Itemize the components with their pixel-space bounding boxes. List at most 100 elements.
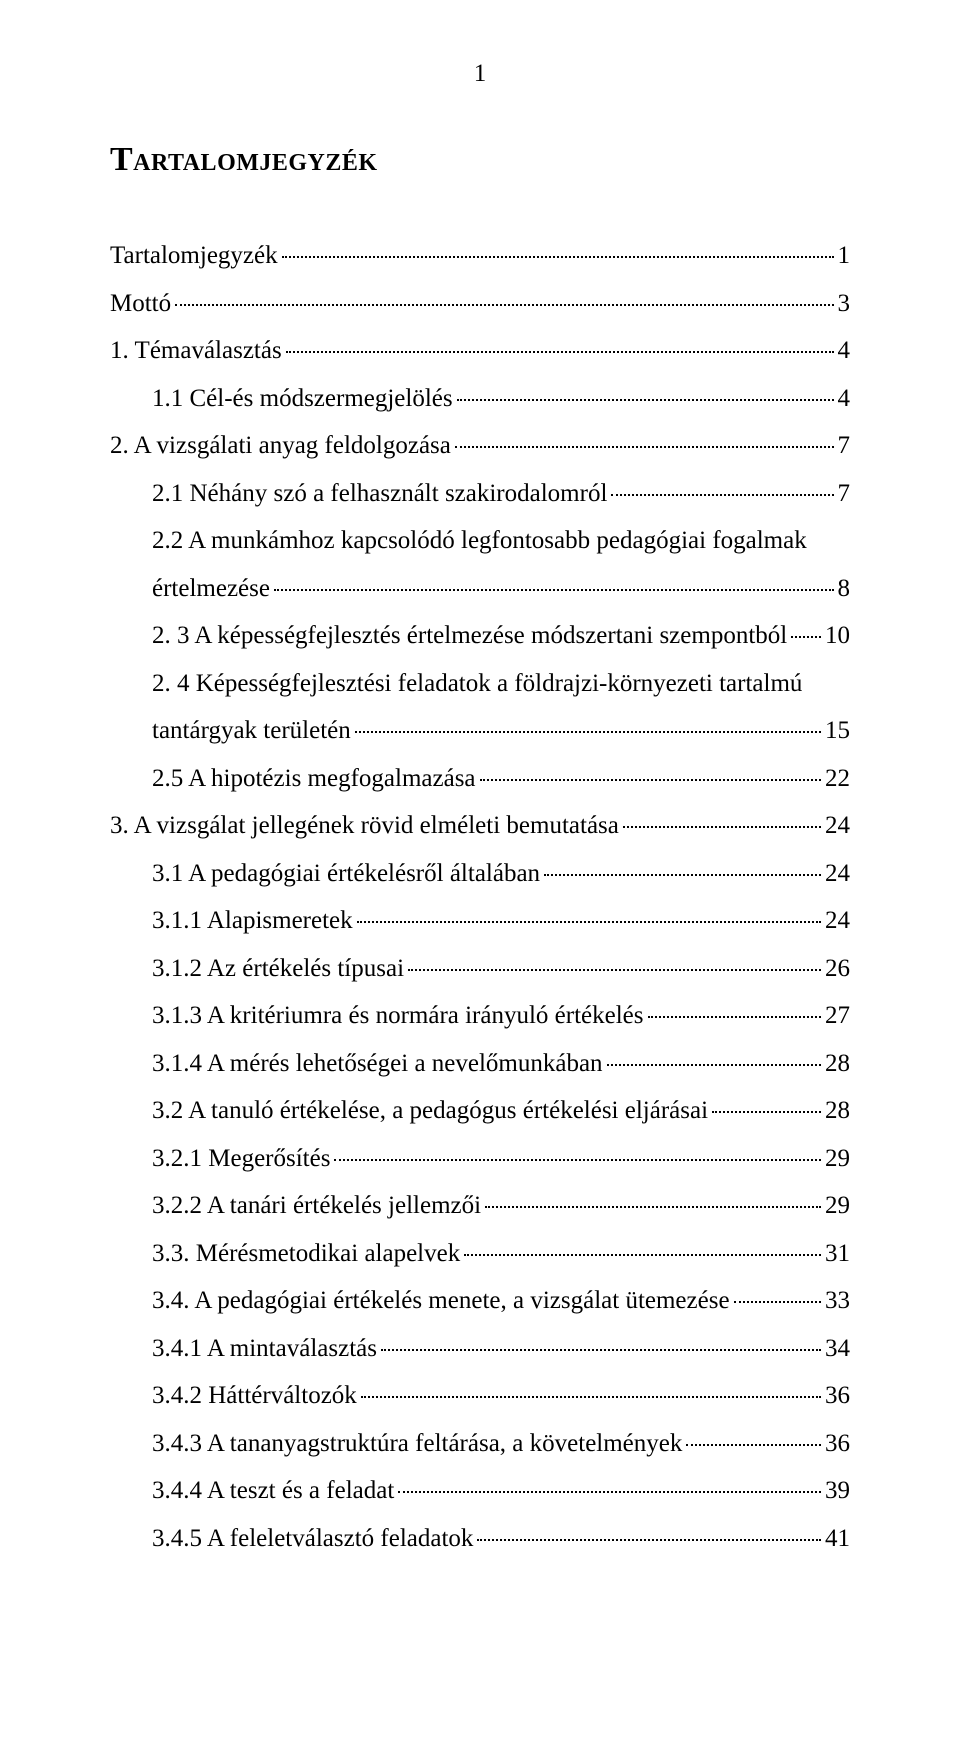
toc-dot-leader: [398, 1491, 821, 1493]
toc-entry: 3.4.5 A feleletválasztó feladatok 41: [110, 1515, 850, 1563]
toc-entry-label: 2.5 A hipotézis megfogalmazása: [152, 755, 476, 803]
toc-entry-label: 1.1 Cél-és módszermegjelölés: [152, 375, 453, 423]
toc-entry-page: 3: [838, 280, 851, 328]
toc-dot-leader: [408, 969, 821, 971]
toc-entry-page: 8: [838, 565, 851, 613]
toc-entry-page: 41: [825, 1515, 850, 1563]
toc-entry: 3.4.1 A mintaválasztás 34: [110, 1325, 850, 1373]
toc-entry-label: 3.2.1 Megerősítés: [152, 1135, 330, 1183]
toc-dot-leader: [282, 256, 834, 258]
toc-entry: 3.1 A pedagógiai értékelésről általában …: [110, 850, 850, 898]
toc-dot-leader: [361, 1396, 821, 1398]
toc-entry-page: 15: [825, 707, 850, 755]
toc-entry: 3.3. Mérésmetodikai alapelvek 31: [110, 1230, 850, 1278]
toc-entry: 3.1.4 A mérés lehetőségei a nevelőmunkáb…: [110, 1040, 850, 1088]
toc-entry-page: 33: [825, 1277, 850, 1325]
toc-entry-label: 3.4.2 Háttérváltozók: [152, 1372, 357, 1420]
toc-entry-preline: 2.2 A munkámhoz kapcsolódó legfontosabb …: [110, 517, 850, 565]
toc-entry-label: 3.4.3 A tananyagstruktúra feltárása, a k…: [152, 1420, 682, 1468]
toc-entry-label: értelmezése: [152, 565, 270, 613]
toc-entry-page: 24: [825, 850, 850, 898]
toc-entry-page: 22: [825, 755, 850, 803]
toc-entry-page: 28: [825, 1087, 850, 1135]
toc-entry: 2.5 A hipotézis megfogalmazása 22: [110, 755, 850, 803]
toc-entry: Tartalomjegyzék 1: [110, 232, 850, 280]
toc-dot-leader: [274, 589, 834, 591]
toc-entry: 3.2 A tanuló értékelése, a pedagógus ért…: [110, 1087, 850, 1135]
toc-entry-label: 1. Témaválasztás: [110, 327, 282, 375]
toc-entry-page: 24: [825, 802, 850, 850]
toc-dot-leader: [464, 1254, 821, 1256]
toc-entry-label: tantárgyak területén: [152, 707, 351, 755]
toc-entry: 3.2.1 Megerősítés 29: [110, 1135, 850, 1183]
toc-entry: 3. A vizsgálat jellegének rövid elméleti…: [110, 802, 850, 850]
toc-entry: 2. 3 A képességfejlesztés értelmezése mó…: [110, 612, 850, 660]
toc-entry-label: 3.2.2 A tanári értékelés jellemzői: [152, 1182, 481, 1230]
toc-entry: 3.4.3 A tananyagstruktúra feltárása, a k…: [110, 1420, 850, 1468]
toc-entry-label: 2.1 Néhány szó a felhasznált szakirodalo…: [152, 470, 607, 518]
toc-entry-page: 29: [825, 1182, 850, 1230]
toc-entry-page: 4: [838, 375, 851, 423]
toc-entry-label: 3. A vizsgálat jellegének rövid elméleti…: [110, 802, 619, 850]
toc-dot-leader: [734, 1301, 821, 1303]
toc-entry: 3.1.2 Az értékelés típusai 26: [110, 945, 850, 993]
toc-entry-page: 10: [825, 612, 850, 660]
toc-body: Tartalomjegyzék 1Mottó 31. Témaválasztás…: [110, 232, 850, 1562]
toc-dot-leader: [485, 1206, 821, 1208]
toc-entry-label: 3.3. Mérésmetodikai alapelvek: [152, 1230, 460, 1278]
toc-title: Tartalomjegyzék: [110, 128, 850, 193]
toc-entry: 3.4.2 Háttérváltozók 36: [110, 1372, 850, 1420]
toc-entry-page: 7: [838, 422, 851, 470]
toc-dot-leader: [712, 1111, 821, 1113]
toc-entry-label: 3.1.3 A kritériumra és normára irányuló …: [152, 992, 644, 1040]
toc-entry: 3.4.4 A teszt és a feladat 39: [110, 1467, 850, 1515]
toc-entry-label: 3.1 A pedagógiai értékelésről általában: [152, 850, 540, 898]
toc-dot-leader: [648, 1016, 821, 1018]
toc-entry-page: 29: [825, 1135, 850, 1183]
toc-entry-page: 31: [825, 1230, 850, 1278]
toc-entry: 1. Témaválasztás 4: [110, 327, 850, 375]
toc-entry-label: 3.4.4 A teszt és a feladat: [152, 1467, 394, 1515]
page-number: 1: [110, 50, 850, 98]
toc-entry: 2. A vizsgálati anyag feldolgozása 7: [110, 422, 850, 470]
toc-dot-leader: [286, 351, 834, 353]
toc-dot-leader: [455, 446, 834, 448]
toc-entry-page: 39: [825, 1467, 850, 1515]
toc-dot-leader: [457, 399, 834, 401]
toc-dot-leader: [544, 874, 821, 876]
toc-entry: 1.1 Cél-és módszermegjelölés 4: [110, 375, 850, 423]
toc-entry-label: 2. 4 Képességfejlesztési feladatok a föl…: [152, 670, 802, 697]
toc-dot-leader: [607, 1064, 821, 1066]
toc-entry-page: 36: [825, 1420, 850, 1468]
toc-entry-page: 7: [838, 470, 851, 518]
toc-dot-leader: [623, 826, 821, 828]
document-page: 1 Tartalomjegyzék Tartalomjegyzék 1Mottó…: [0, 0, 960, 1762]
toc-entry-page: 26: [825, 945, 850, 993]
toc-entry-label: 2. 3 A képességfejlesztés értelmezése mó…: [152, 612, 787, 660]
toc-entry-label: 3.1.4 A mérés lehetőségei a nevelőmunkáb…: [152, 1040, 603, 1088]
toc-entry-label: Mottó: [110, 280, 171, 328]
toc-entry: Mottó 3: [110, 280, 850, 328]
toc-dot-leader: [381, 1349, 821, 1351]
toc-entry-page: 4: [838, 327, 851, 375]
toc-entry-label: 3.2 A tanuló értékelése, a pedagógus ért…: [152, 1087, 708, 1135]
toc-entry: értelmezése 8: [110, 565, 850, 613]
toc-dot-leader: [334, 1159, 821, 1161]
toc-dot-leader: [477, 1539, 821, 1541]
toc-entry-preline: 2. 4 Képességfejlesztési feladatok a föl…: [110, 660, 850, 708]
toc-entry-label: Tartalomjegyzék: [110, 232, 278, 280]
toc-entry: 3.1.3 A kritériumra és normára irányuló …: [110, 992, 850, 1040]
toc-entry-label: 2. A vizsgálati anyag feldolgozása: [110, 422, 451, 470]
toc-dot-leader: [175, 304, 833, 306]
toc-entry-label: 3.4.1 A mintaválasztás: [152, 1325, 377, 1373]
toc-entry-page: 1: [838, 232, 851, 280]
toc-entry-page: 24: [825, 897, 850, 945]
toc-entry-page: 28: [825, 1040, 850, 1088]
toc-entry-page: 27: [825, 992, 850, 1040]
toc-dot-leader: [480, 779, 821, 781]
toc-entry: 3.1.1 Alapismeretek 24: [110, 897, 850, 945]
toc-entry-label: 3.4. A pedagógiai értékelés menete, a vi…: [152, 1277, 730, 1325]
toc-entry-page: 34: [825, 1325, 850, 1373]
toc-entry-label: 3.1.1 Alapismeretek: [152, 897, 353, 945]
toc-dot-leader: [686, 1444, 821, 1446]
